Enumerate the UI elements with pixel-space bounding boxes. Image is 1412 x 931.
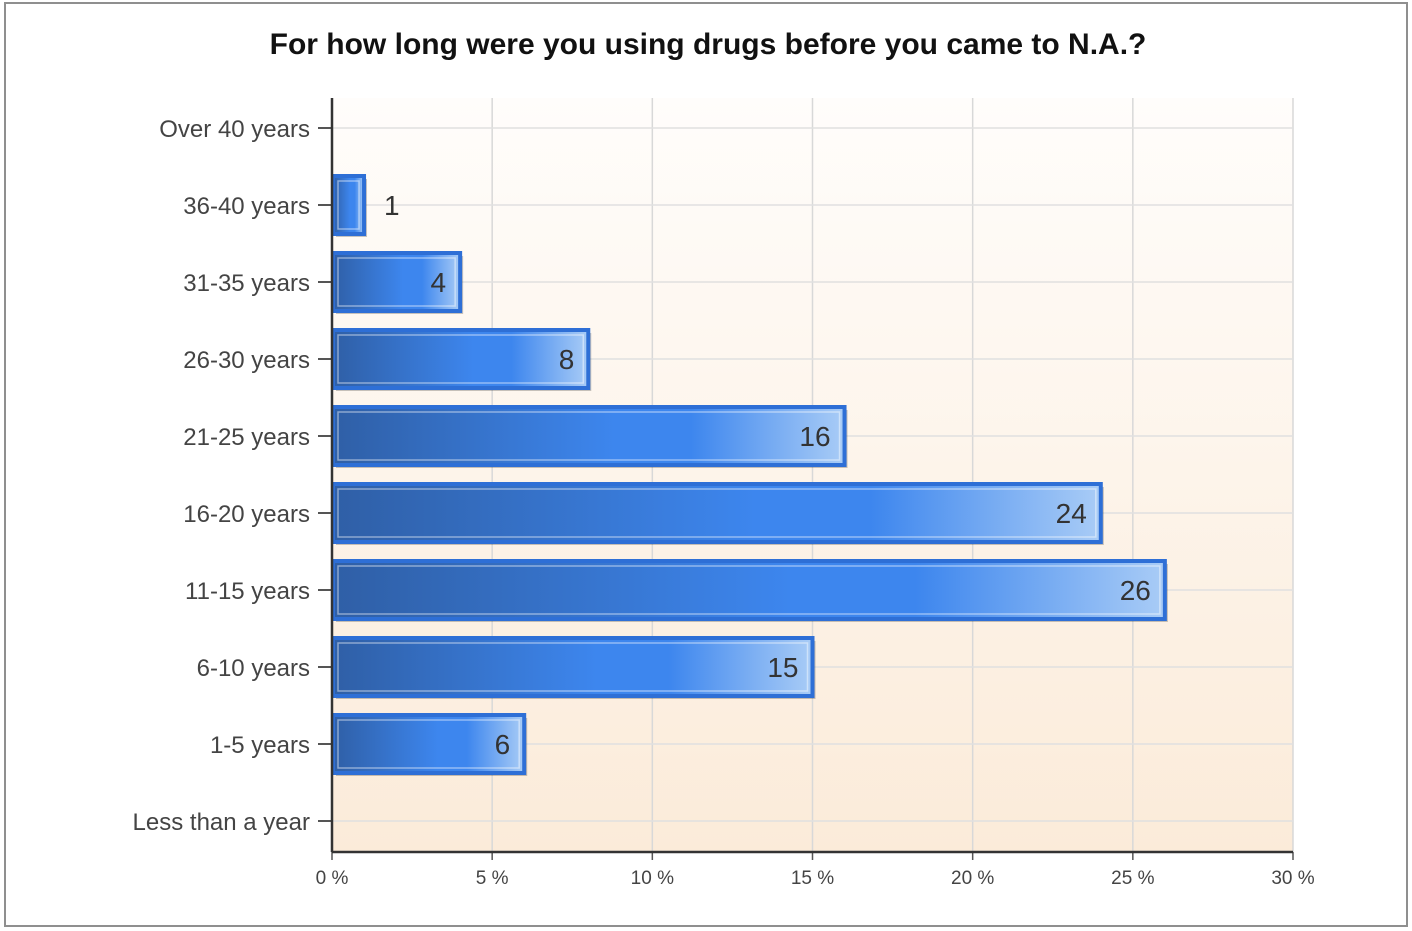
bars: 1 4 8 16 24 26 15 6 — [331, 174, 1168, 776]
x-tick-label: 0 % — [316, 868, 349, 889]
category-label: 36-40 years — [183, 193, 310, 220]
bar — [331, 636, 815, 698]
bar-value-label: 1 — [384, 190, 400, 221]
x-tick-label: 25 % — [1111, 868, 1154, 889]
bar-highlight — [337, 488, 1097, 538]
axes — [318, 98, 1294, 860]
category-label: 31-35 years — [183, 270, 310, 297]
x-tick-label: 20 % — [951, 868, 994, 889]
category-label: 21-25 years — [183, 424, 310, 451]
category-label: 1-5 years — [210, 732, 310, 759]
x-tick-label: 15 % — [791, 868, 834, 889]
bar-highlight — [337, 642, 809, 692]
category-label: Less than a year — [133, 809, 310, 836]
bar-value-label: 15 — [767, 652, 798, 683]
bar-highlight — [337, 334, 585, 384]
bar-value-label: 24 — [1056, 498, 1087, 529]
bar-highlight — [337, 411, 841, 461]
category-label: Over 40 years — [159, 116, 310, 143]
category-label: 11-15 years — [185, 578, 310, 605]
bar — [331, 405, 847, 467]
bar-highlight — [337, 719, 520, 769]
bar-highlight — [337, 180, 360, 230]
x-tick-label: 30 % — [1271, 868, 1314, 889]
bar — [331, 482, 1103, 544]
bar-value-label: 26 — [1120, 575, 1151, 606]
bar-highlight — [337, 565, 1161, 615]
category-label: 26-30 years — [183, 347, 310, 374]
x-tick-label: 10 % — [631, 868, 674, 889]
bar-value-label: 16 — [799, 421, 830, 452]
bar-value-label: 6 — [495, 729, 511, 760]
bar-value-label: 8 — [559, 344, 575, 375]
bar-value-label: 4 — [431, 267, 447, 298]
bar — [331, 328, 591, 390]
category-label: 16-20 years — [183, 501, 310, 528]
axis-labels: 0 % 5 % 10 % 15 % 20 % 25 % 30 % Over 40 years 3… — [133, 116, 1315, 889]
bar — [331, 713, 527, 775]
bar-highlight — [337, 257, 456, 307]
chart-title: For how long were you using drugs before… — [269, 28, 1147, 61]
category-label: 6-10 years — [197, 655, 310, 682]
x-tick-label: 5 % — [476, 868, 509, 889]
bar — [331, 559, 1167, 621]
